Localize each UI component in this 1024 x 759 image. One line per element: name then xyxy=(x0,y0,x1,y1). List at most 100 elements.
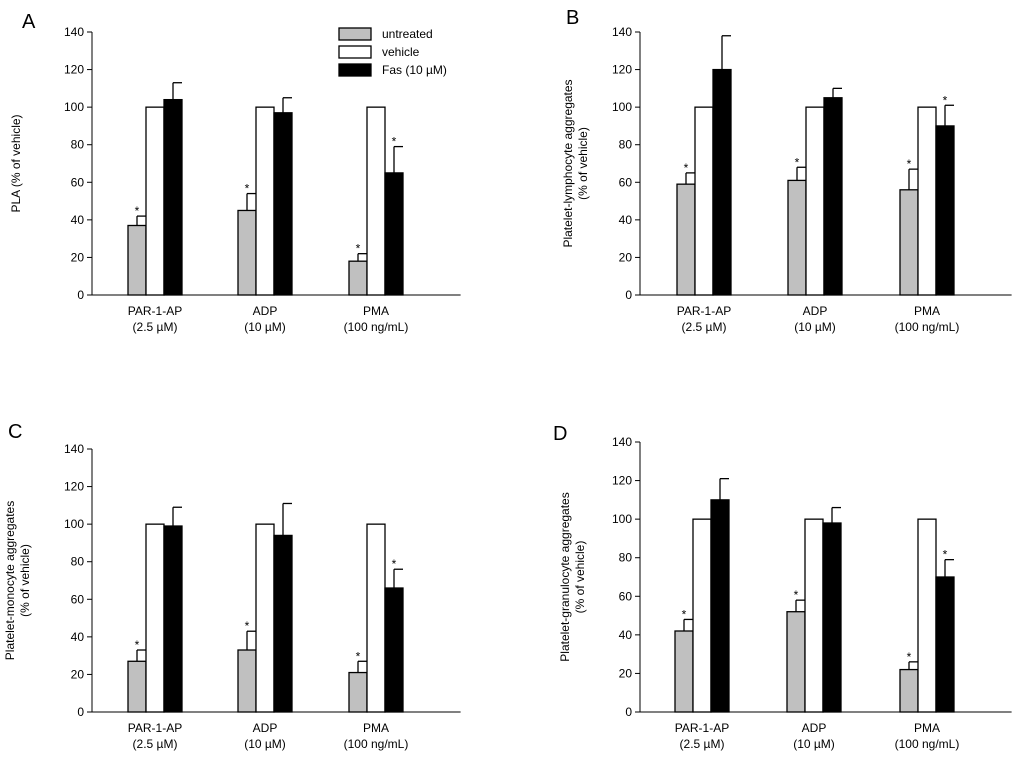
significance-star: * xyxy=(795,155,800,169)
y-tick-label: 0 xyxy=(77,705,84,719)
x-tick-label-line: ADP xyxy=(803,304,828,318)
bar-vehicle xyxy=(805,106,825,296)
bar-vehicle xyxy=(917,518,937,713)
x-tick-label-line: (10 µM) xyxy=(793,737,835,751)
panel-letter: B xyxy=(566,7,579,29)
bar-fas xyxy=(823,97,843,296)
x-tick-label-line: (10 µM) xyxy=(244,320,286,334)
x-tick-label-line: PMA xyxy=(363,304,389,318)
y-tick-label: 60 xyxy=(71,175,85,189)
y-tick-label: 100 xyxy=(612,100,632,114)
significance-star: * xyxy=(794,588,799,602)
x-tick-label: PAR-1-AP (2.5 µM) xyxy=(128,721,182,751)
x-tick-label-line: (2.5 µM) xyxy=(133,320,178,334)
x-tick-label-line: (100 ng/mL) xyxy=(895,737,960,751)
x-tick-label-line: PMA xyxy=(914,721,940,735)
y-tick-label: 0 xyxy=(77,288,84,302)
y-tick-label: 40 xyxy=(619,628,633,642)
x-tick-label-line: ADP xyxy=(802,721,827,735)
bar-fas xyxy=(822,522,842,713)
bar-vehicle xyxy=(692,518,712,713)
x-tick-label: PAR-1-AP (2.5 µM) xyxy=(677,304,731,334)
y-tick-label: 40 xyxy=(71,630,85,644)
bar-untreated xyxy=(899,668,919,713)
legend-swatch xyxy=(338,63,372,77)
bar-vehicle xyxy=(917,106,937,296)
x-tick-label-line: PMA xyxy=(914,304,940,318)
y-tick-label: 100 xyxy=(64,100,84,114)
x-tick-label: PMA (100 ng/mL) xyxy=(344,304,409,334)
x-tick-label-line: PAR-1-AP xyxy=(128,304,182,318)
bar-untreated xyxy=(676,183,696,296)
bar-fas xyxy=(384,172,404,296)
bar-untreated xyxy=(127,660,147,713)
bar-untreated xyxy=(237,209,257,296)
panel-a: A 0 20 40 60 80 100 120 140 PLA (% of vehicle) * PA… xyxy=(9,11,461,334)
x-tick-label-line: (2.5 µM) xyxy=(682,320,727,334)
y-tick-label: 120 xyxy=(612,474,632,488)
panel-letter: D xyxy=(553,423,567,445)
x-tick-label-line: ADP xyxy=(253,304,278,318)
bar-fas xyxy=(935,576,955,713)
significance-star: * xyxy=(356,649,361,663)
bar-vehicle xyxy=(145,523,165,713)
legend-swatch xyxy=(338,45,372,59)
significance-star: * xyxy=(245,619,250,633)
bar-fas xyxy=(384,587,404,713)
significance-star: * xyxy=(135,204,140,218)
bar-fas xyxy=(935,125,955,296)
y-axis-label-line: (% of vehicle) xyxy=(18,544,32,617)
y-tick-label: 80 xyxy=(71,555,85,569)
y-tick-label: 60 xyxy=(619,589,633,603)
y-tick-label: 20 xyxy=(71,667,85,681)
bar-untreated xyxy=(787,179,807,296)
significance-star: * xyxy=(943,548,948,562)
x-tick-label: ADP (10 µM) xyxy=(244,721,286,751)
x-tick-label-line: PMA xyxy=(363,721,389,735)
y-axis-label-line: Platelet-lymphocyte aggregates xyxy=(561,79,575,247)
bar-untreated xyxy=(786,611,806,713)
y-tick-label: 100 xyxy=(612,512,632,526)
x-tick-label: ADP (10 µM) xyxy=(244,304,286,334)
bar-fas xyxy=(710,499,730,713)
y-axis-label-line: Platelet-monocyte aggregates xyxy=(3,501,17,660)
panel-c: C 0 20 40 60 80 100 120 140 Platelet-monocyte agg… xyxy=(3,421,461,751)
y-tick-label: 120 xyxy=(612,63,632,77)
y-tick-label: 40 xyxy=(619,213,633,227)
x-tick-label: PMA (100 ng/mL) xyxy=(895,721,960,751)
y-tick-label: 0 xyxy=(625,705,632,719)
bar-fas xyxy=(163,98,183,296)
x-tick-label-line: (100 ng/mL) xyxy=(895,320,960,334)
legend: untreated vehicle Fas (10 µM) xyxy=(338,27,447,77)
x-tick-label-line: PAR-1-AP xyxy=(128,721,182,735)
x-tick-label-line: (10 µM) xyxy=(794,320,836,334)
x-tick-label: PAR-1-AP (2.5 µM) xyxy=(128,304,182,334)
significance-star: * xyxy=(392,135,397,149)
panel-b: B 0 20 40 60 80 100 120 140 Platelet-lymphocyte a… xyxy=(561,7,1012,334)
y-tick-label: 140 xyxy=(64,442,84,456)
bar-fas xyxy=(273,112,293,296)
y-axis-label-line: PLA (% of vehicle) xyxy=(9,114,23,212)
bar-vehicle xyxy=(366,523,386,713)
panel-d: D 0 20 40 60 80 100 120 140 Platelet-granulocyte … xyxy=(553,423,1012,751)
y-tick-label: 100 xyxy=(64,517,84,531)
bar-untreated xyxy=(237,649,257,713)
x-tick-label-line: (2.5 µM) xyxy=(680,737,725,751)
bar-vehicle xyxy=(255,106,275,296)
x-tick-label: ADP (10 µM) xyxy=(793,721,835,751)
y-tick-label: 140 xyxy=(612,25,632,39)
y-axis-label: Platelet-lymphocyte aggregates(% of vehi… xyxy=(561,79,590,247)
significance-star: * xyxy=(684,161,689,175)
legend-label: vehicle xyxy=(382,45,420,59)
y-axis-label-line: (% of vehicle) xyxy=(576,127,590,200)
y-tick-label: 140 xyxy=(64,25,84,39)
y-tick-label: 80 xyxy=(619,138,633,152)
bar-fas xyxy=(163,525,183,713)
y-axis-label-line: (% of vehicle) xyxy=(573,541,587,614)
significance-star: * xyxy=(356,242,361,256)
y-tick-label: 80 xyxy=(619,551,633,565)
bar-vehicle xyxy=(804,518,824,713)
y-tick-label: 0 xyxy=(625,288,632,302)
significance-star: * xyxy=(943,93,948,107)
